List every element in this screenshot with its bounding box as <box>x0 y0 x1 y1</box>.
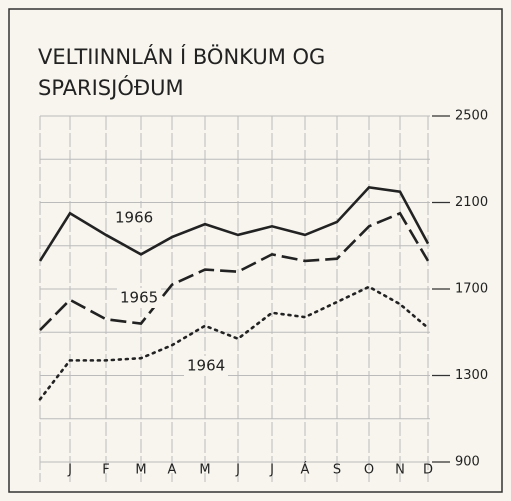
y-tick-label: 1300 <box>455 368 488 383</box>
x-tick-label: S <box>333 463 341 478</box>
x-tick-label: F <box>102 463 109 478</box>
series-label: 1966 <box>115 209 153 227</box>
series-line <box>38 285 430 401</box>
x-tick-label: N <box>395 463 405 478</box>
chart-title: SPARISJÓÐUM <box>38 75 184 100</box>
x-tick-label: O <box>364 463 374 478</box>
label-bg <box>184 356 228 376</box>
frame <box>8 8 503 493</box>
x-tick-label: M <box>199 463 210 478</box>
y-tick-label: 2500 <box>455 109 488 124</box>
x-tick-label: J <box>235 463 240 478</box>
series-label: 1964 <box>187 357 225 375</box>
x-tick-label: J <box>67 463 72 478</box>
label-bg <box>117 288 161 308</box>
x-tick-label: Á <box>301 462 310 478</box>
series-line <box>39 211 430 332</box>
label-bg <box>112 208 156 228</box>
y-tick-label: 1700 <box>455 282 488 297</box>
chart-title: VELTIINNLÁN Í BÖNKUM OG <box>38 44 325 69</box>
x-tick-label: J <box>269 463 274 478</box>
x-tick-label: D <box>423 463 433 478</box>
y-tick-label: 900 <box>455 455 480 470</box>
x-tick-label: A <box>168 463 177 478</box>
series-line <box>38 185 430 262</box>
y-tick-label: 2100 <box>455 195 488 210</box>
series-label: 1965 <box>120 289 158 307</box>
x-tick-label: M <box>135 463 146 478</box>
